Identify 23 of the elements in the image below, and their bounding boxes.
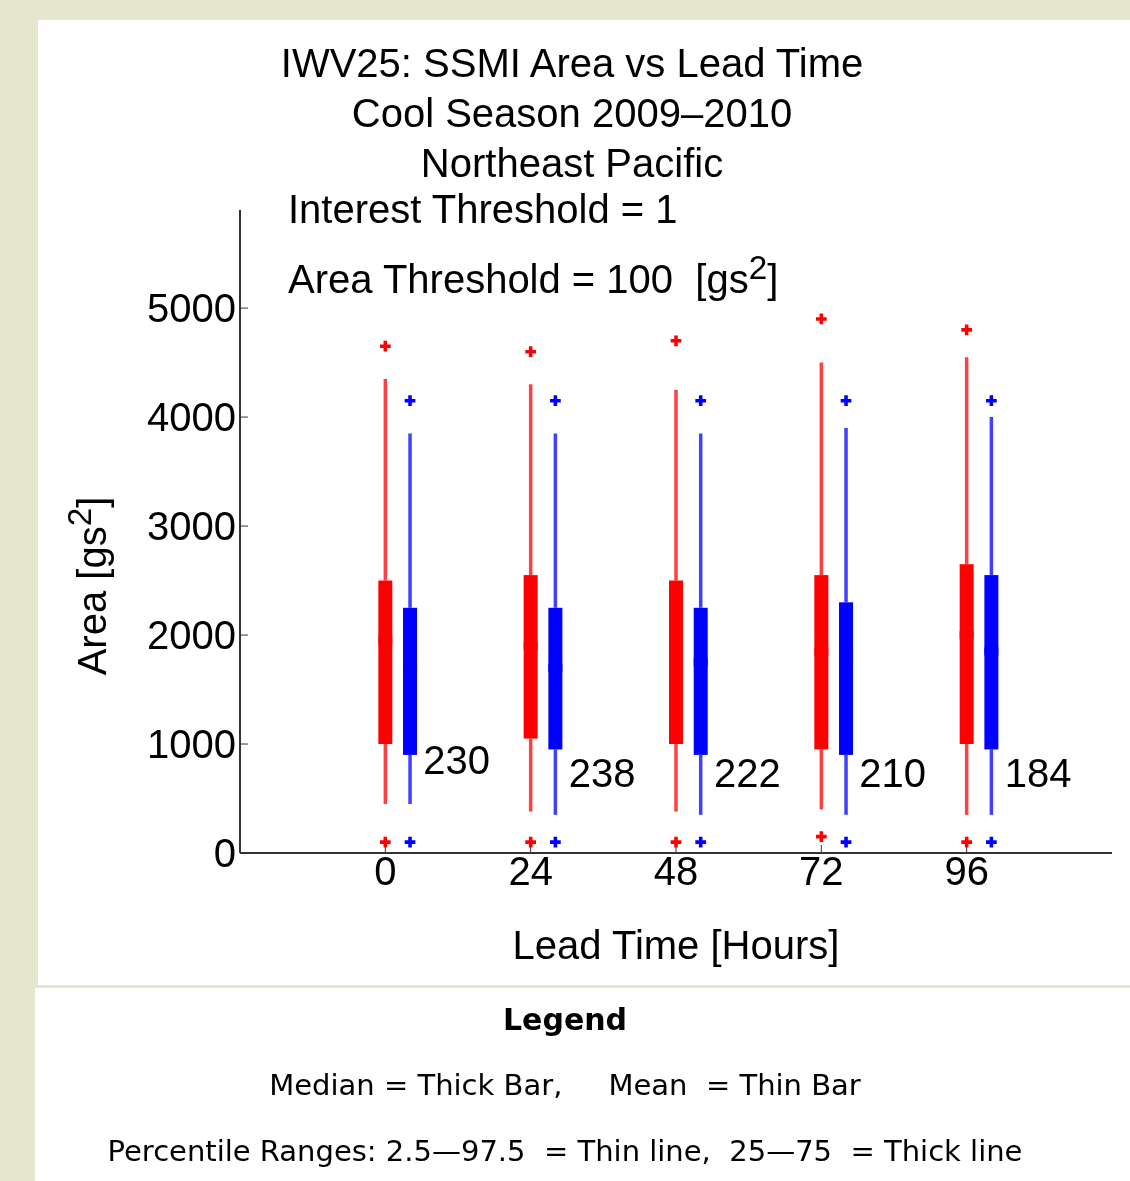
x-axis-title: Lead Time [Hours] bbox=[511, 923, 841, 968]
text: Percentile Ranges: 2.5—97.5 = Thin line, 25—75 = Thick line bbox=[106, 1134, 1024, 1168]
y-tick-label: 4000 bbox=[147, 395, 236, 440]
annotation: 222 bbox=[714, 751, 781, 795]
annotation: 210 bbox=[859, 751, 927, 795]
x-tick-label: 0 bbox=[374, 849, 397, 894]
text: Median = Thick Bar, Mean = Thin Bar bbox=[268, 1068, 862, 1102]
annotation: 238 bbox=[568, 751, 636, 795]
y-tick-label: 5000 bbox=[147, 286, 236, 331]
annotation: Area Threshold = 100 [gs$^{2}$] bbox=[288, 249, 779, 303]
annotation: 184 bbox=[1004, 751, 1072, 795]
y-tick-label: 3000 bbox=[147, 504, 236, 549]
annotation: 230 bbox=[423, 738, 491, 782]
chart-subtitle: Cool Season 2009–2010 Northeast Pacific bbox=[350, 90, 794, 187]
x-tick-label: 72 bbox=[799, 849, 844, 894]
y-tick-label: 1000 bbox=[147, 722, 236, 767]
x-tick-label: 48 bbox=[653, 849, 699, 894]
x-tick-label: 96 bbox=[944, 849, 989, 894]
text: Legend bbox=[501, 1002, 629, 1037]
annotation: Interest Threshold = 1 bbox=[288, 187, 678, 232]
chart-title: IWV25: SSMI Area vs Lead Time bbox=[279, 40, 865, 87]
y-tick-label: 2000 bbox=[147, 613, 236, 658]
x-tick-label: 24 bbox=[508, 849, 553, 894]
